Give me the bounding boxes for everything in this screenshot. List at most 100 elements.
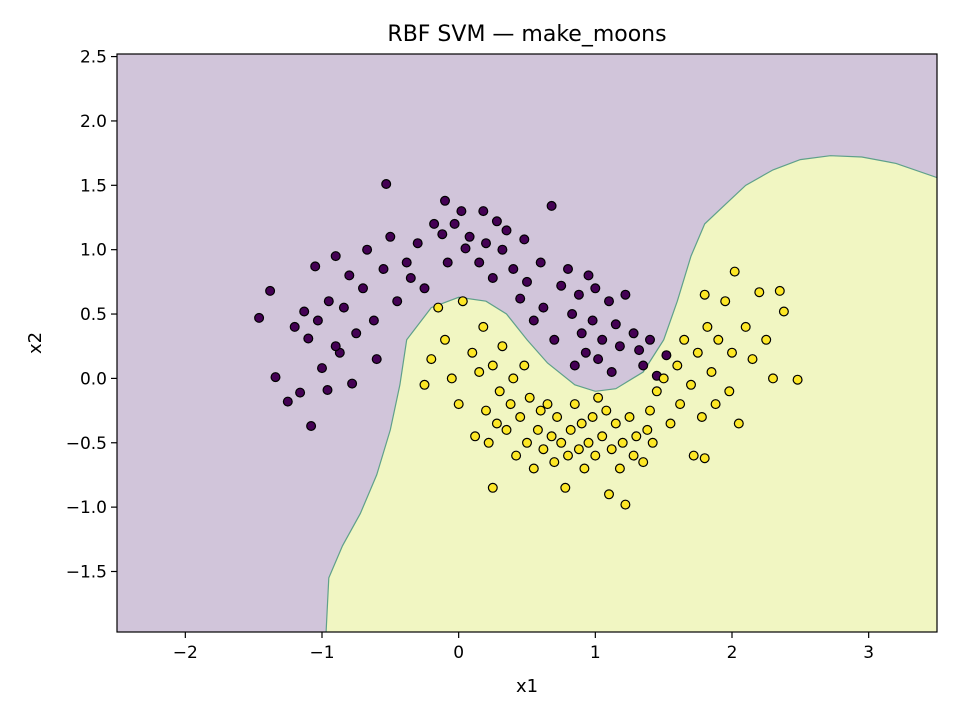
x-tick-label: 1	[590, 643, 601, 663]
class-0-point	[562, 264, 573, 275]
plot-area	[116, 53, 938, 633]
class-1-point	[440, 334, 451, 345]
class-0-point	[535, 257, 546, 268]
class-1-point	[726, 347, 737, 358]
class-1-point	[481, 405, 492, 416]
class-1-point	[524, 392, 535, 403]
class-0-point	[344, 270, 355, 281]
class-1-point	[560, 482, 571, 493]
class-0-point	[330, 251, 341, 262]
class-0-point	[481, 238, 492, 249]
class-1-point	[675, 399, 686, 410]
class-0-point	[317, 363, 328, 374]
class-0-point	[528, 315, 539, 326]
class-0-point	[362, 244, 373, 255]
class-1-point	[478, 321, 489, 332]
class-1-point	[593, 392, 604, 403]
class-0-point	[546, 200, 557, 211]
y-tick-label: 2.0	[80, 112, 107, 132]
class-0-point	[270, 372, 281, 383]
class-1-point	[647, 437, 658, 448]
x-tick-label: 0	[453, 643, 464, 663]
class-0-point	[456, 206, 467, 217]
class-1-point	[569, 399, 580, 410]
class-1-point	[679, 334, 690, 345]
class-1-point	[685, 379, 696, 390]
class-0-point	[449, 218, 460, 229]
class-1-point	[610, 418, 621, 429]
class-0-point	[392, 296, 403, 307]
class-1-point	[583, 437, 594, 448]
class-1-point	[546, 431, 557, 442]
class-0-point	[338, 302, 349, 313]
class-0-point	[310, 261, 321, 272]
class-0-point	[487, 273, 498, 284]
class-1-point	[470, 431, 481, 442]
y-tick-label: −0.5	[66, 434, 107, 454]
class-0-point	[515, 293, 526, 304]
class-1-point	[767, 373, 778, 384]
class-0-point	[306, 421, 317, 432]
class-1-point	[706, 367, 717, 378]
y-tick-label: 1.5	[80, 176, 107, 196]
class-0-point	[597, 334, 608, 345]
y-axis: −1.5 −1.0 −0.5 0.0 0.5 1.0 1.5 2.0 2.5	[66, 48, 117, 582]
class-1-point	[519, 360, 530, 371]
class-1-point	[562, 450, 573, 461]
class-0-point	[590, 283, 601, 294]
class-1-point	[474, 367, 485, 378]
class-0-point	[606, 367, 617, 378]
class-0-point	[583, 270, 594, 281]
x-axis: −2 −1 0 1 2 3	[173, 632, 874, 663]
class-1-point	[606, 444, 617, 455]
class-1-point	[778, 306, 789, 317]
class-1-point	[617, 437, 628, 448]
class-0-point	[491, 216, 502, 227]
class-1-point	[501, 424, 512, 435]
class-1-point	[467, 347, 478, 358]
class-1-point	[446, 373, 457, 384]
class-0-point	[330, 341, 341, 352]
class-1-point	[511, 450, 522, 461]
class-1-point	[665, 418, 676, 429]
class-1-point	[644, 405, 655, 416]
class-1-point	[614, 463, 625, 474]
y-tick-label: 0.5	[80, 305, 107, 325]
class-0-point	[358, 283, 369, 294]
class-1-point	[552, 412, 563, 423]
class-1-point	[453, 399, 464, 410]
class-1-point	[528, 463, 539, 474]
class-1-point	[587, 412, 598, 423]
class-0-point	[661, 350, 672, 361]
class-0-point	[405, 273, 416, 284]
class-1-point	[505, 399, 516, 410]
class-1-point	[419, 379, 430, 390]
class-0-point	[440, 195, 451, 206]
class-0-point	[538, 302, 549, 313]
class-0-point	[429, 218, 440, 229]
class-1-point	[494, 386, 505, 397]
class-0-point	[478, 206, 489, 217]
class-0-point	[628, 328, 639, 339]
x-tick-label: 2	[727, 643, 738, 663]
class-0-point	[312, 315, 323, 326]
class-0-points	[254, 179, 672, 432]
class-1-point	[699, 453, 710, 464]
y-tick-label: 1.0	[80, 241, 107, 261]
class-0-point	[573, 289, 584, 300]
class-1-point	[754, 287, 765, 298]
class-0-point	[442, 257, 453, 268]
class-1-point	[483, 437, 494, 448]
class-1-point	[724, 386, 735, 397]
y-tick-label: 0.0	[80, 369, 107, 389]
class-1-point	[487, 360, 498, 371]
class-0-point	[519, 234, 530, 245]
class-1-point	[642, 424, 653, 435]
class-0-point	[603, 296, 614, 307]
class-1-point	[565, 424, 576, 435]
class-1-point	[733, 418, 744, 429]
y-tick-label: −1.5	[66, 562, 107, 582]
class-0-point	[282, 396, 293, 407]
decision-boundary	[325, 155, 937, 632]
